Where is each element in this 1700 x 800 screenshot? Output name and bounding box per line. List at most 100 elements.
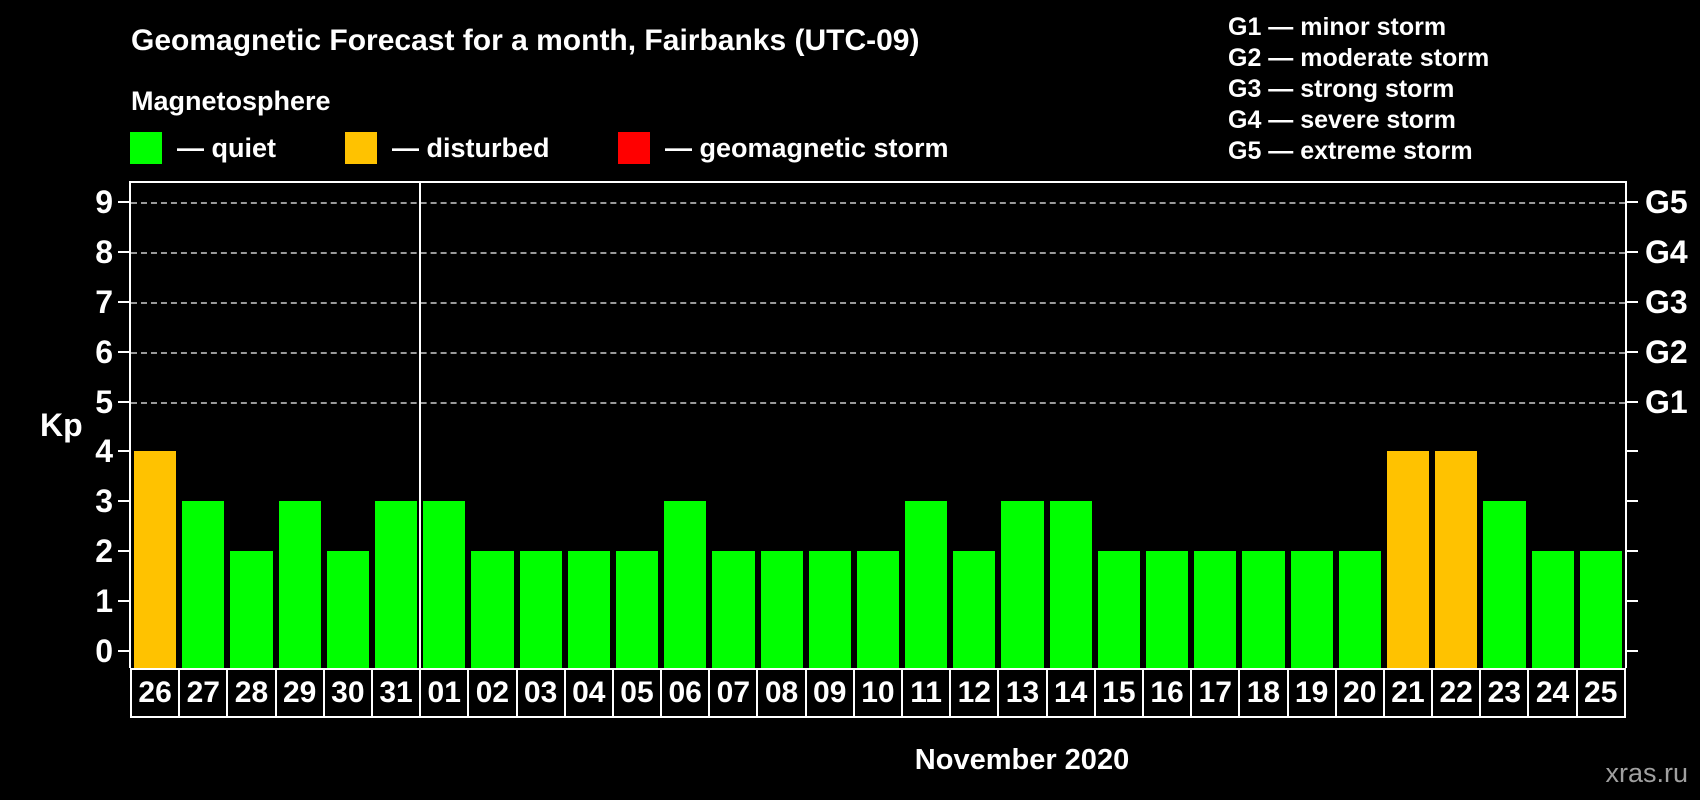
kp-bar-day-18 xyxy=(1242,551,1285,668)
quiet-color-swatch xyxy=(130,132,162,164)
y-axis-tick-label-1: 1 xyxy=(95,583,113,620)
day-label-03: 03 xyxy=(516,669,565,717)
kp-bar-day-17 xyxy=(1194,551,1237,668)
g-legend-line-3: G3 — strong storm xyxy=(1228,75,1455,103)
kp-bar-day-19 xyxy=(1290,551,1333,668)
x-axis-day-labels: 26 27 28 29 30 31 01 02 03 04 05 06 07 08 09 10 11 12 13 14… xyxy=(130,668,1626,718)
day-label-14: 14 xyxy=(1046,669,1095,717)
day-label-01: 01 xyxy=(420,669,469,717)
right-tick-kp2 xyxy=(1627,550,1638,553)
day-label-05: 05 xyxy=(612,669,662,717)
gridline-kp9 xyxy=(131,201,1625,204)
y-axis-title: Kp xyxy=(40,407,83,444)
day-label-06: 06 xyxy=(661,669,710,717)
kp-bar-day-06 xyxy=(664,501,707,668)
day-label-11: 11 xyxy=(902,669,951,717)
kp-bar-day-23 xyxy=(1483,501,1526,668)
kp-bar-day-14 xyxy=(1049,501,1092,668)
right-axis-label-g2: G2 xyxy=(1645,333,1688,370)
kp-bar-day-08 xyxy=(760,551,803,668)
right-tick-kp5 xyxy=(1627,400,1638,403)
kp-bar-day-07 xyxy=(712,551,755,668)
month-divider-line xyxy=(419,183,422,668)
y-axis-tick-label-5: 5 xyxy=(95,383,113,420)
kp-bar-day-01 xyxy=(423,501,466,668)
kp-bar-day-16 xyxy=(1146,551,1189,668)
kp-bar-day-30 xyxy=(326,551,369,668)
y-axis-tick-label-9: 9 xyxy=(95,183,113,220)
day-label-28: 28 xyxy=(227,669,276,717)
day-label-23: 23 xyxy=(1480,669,1529,717)
kp-bar-day-15 xyxy=(1097,551,1141,668)
day-label-21: 21 xyxy=(1383,669,1433,717)
left-tick-kp1 xyxy=(118,600,129,603)
legend-item-quiet: — quiet xyxy=(130,130,276,166)
right-tick-kp1 xyxy=(1627,600,1638,603)
left-tick-kp2 xyxy=(118,550,129,553)
kp-bar-day-26 xyxy=(134,451,177,668)
gridline-kp5 xyxy=(131,401,1625,404)
magnetosphere-subtitle: Magnetosphere xyxy=(131,86,331,116)
day-label-09: 09 xyxy=(805,669,854,717)
kp-bar-day-22 xyxy=(1435,451,1478,668)
x-axis-title: November 2020 xyxy=(914,744,1130,776)
day-label-20: 20 xyxy=(1335,669,1384,717)
y-axis-tick-label-3: 3 xyxy=(95,483,113,520)
day-label-31: 31 xyxy=(371,669,421,717)
kp-bar-day-28 xyxy=(230,551,273,668)
gridline-kp7 xyxy=(131,301,1625,304)
kp-bar-day-11 xyxy=(905,501,948,668)
day-label-18: 18 xyxy=(1239,669,1288,717)
right-tick-kp7 xyxy=(1627,300,1638,303)
g-legend-line-4: G4 — severe storm xyxy=(1228,106,1456,134)
y-axis-tick-label-6: 6 xyxy=(95,333,113,370)
gridline-kp6 xyxy=(131,351,1625,354)
day-label-22: 22 xyxy=(1432,669,1481,717)
legend-label: — geomagnetic storm xyxy=(665,132,949,163)
kp-bar-day-21 xyxy=(1387,451,1430,668)
day-label-29: 29 xyxy=(275,669,324,717)
disturbed-color-swatch xyxy=(345,132,377,164)
left-tick-kp9 xyxy=(118,200,129,203)
right-axis-label-g3: G3 xyxy=(1645,283,1688,320)
kp-bar-day-09 xyxy=(808,551,851,668)
y-axis-tick-label-2: 2 xyxy=(95,533,113,570)
kp-bar-day-25 xyxy=(1579,551,1622,668)
right-tick-kp9 xyxy=(1627,200,1638,203)
legend-label: — quiet xyxy=(177,132,276,163)
right-axis-label-g1: G1 xyxy=(1645,383,1688,420)
kp-bar-day-20 xyxy=(1338,551,1382,668)
day-label-19: 19 xyxy=(1287,669,1336,717)
left-tick-kp5 xyxy=(118,400,129,403)
kp-bar-day-29 xyxy=(278,501,321,668)
y-axis-tick-label-8: 8 xyxy=(95,233,113,270)
kp-bar-day-31 xyxy=(374,501,418,668)
kp-bar-chart-plot-area xyxy=(129,181,1627,668)
day-label-26: 26 xyxy=(131,669,180,717)
legend-item-storm: — geomagnetic storm xyxy=(618,130,949,166)
watermark: xras.ru xyxy=(1605,758,1688,788)
legend-label: — disturbed xyxy=(392,132,550,163)
day-label-10: 10 xyxy=(853,669,902,717)
page-title: Geomagnetic Forecast for a month, Fairba… xyxy=(131,24,920,57)
y-axis-tick-label-4: 4 xyxy=(95,433,113,470)
y-axis-tick-label-0: 0 xyxy=(95,633,113,669)
day-label-30: 30 xyxy=(323,669,372,717)
left-tick-kp7 xyxy=(118,300,129,303)
day-label-15: 15 xyxy=(1094,669,1143,717)
left-tick-kp4 xyxy=(118,450,129,453)
storm-color-swatch xyxy=(618,132,650,164)
kp-bar-day-13 xyxy=(1001,501,1044,668)
kp-bar-day-10 xyxy=(856,551,900,668)
day-label-16: 16 xyxy=(1142,669,1192,717)
plot-inner xyxy=(131,183,1625,668)
day-label-24: 24 xyxy=(1528,669,1577,717)
g-legend-line-2: G2 — moderate storm xyxy=(1228,44,1490,72)
day-label-02: 02 xyxy=(468,669,517,717)
kp-bar-day-05 xyxy=(615,551,659,668)
day-label-07: 07 xyxy=(709,669,758,717)
kp-bar-day-12 xyxy=(953,551,996,668)
kp-bar-day-04 xyxy=(567,551,610,668)
left-tick-kp6 xyxy=(118,350,129,353)
